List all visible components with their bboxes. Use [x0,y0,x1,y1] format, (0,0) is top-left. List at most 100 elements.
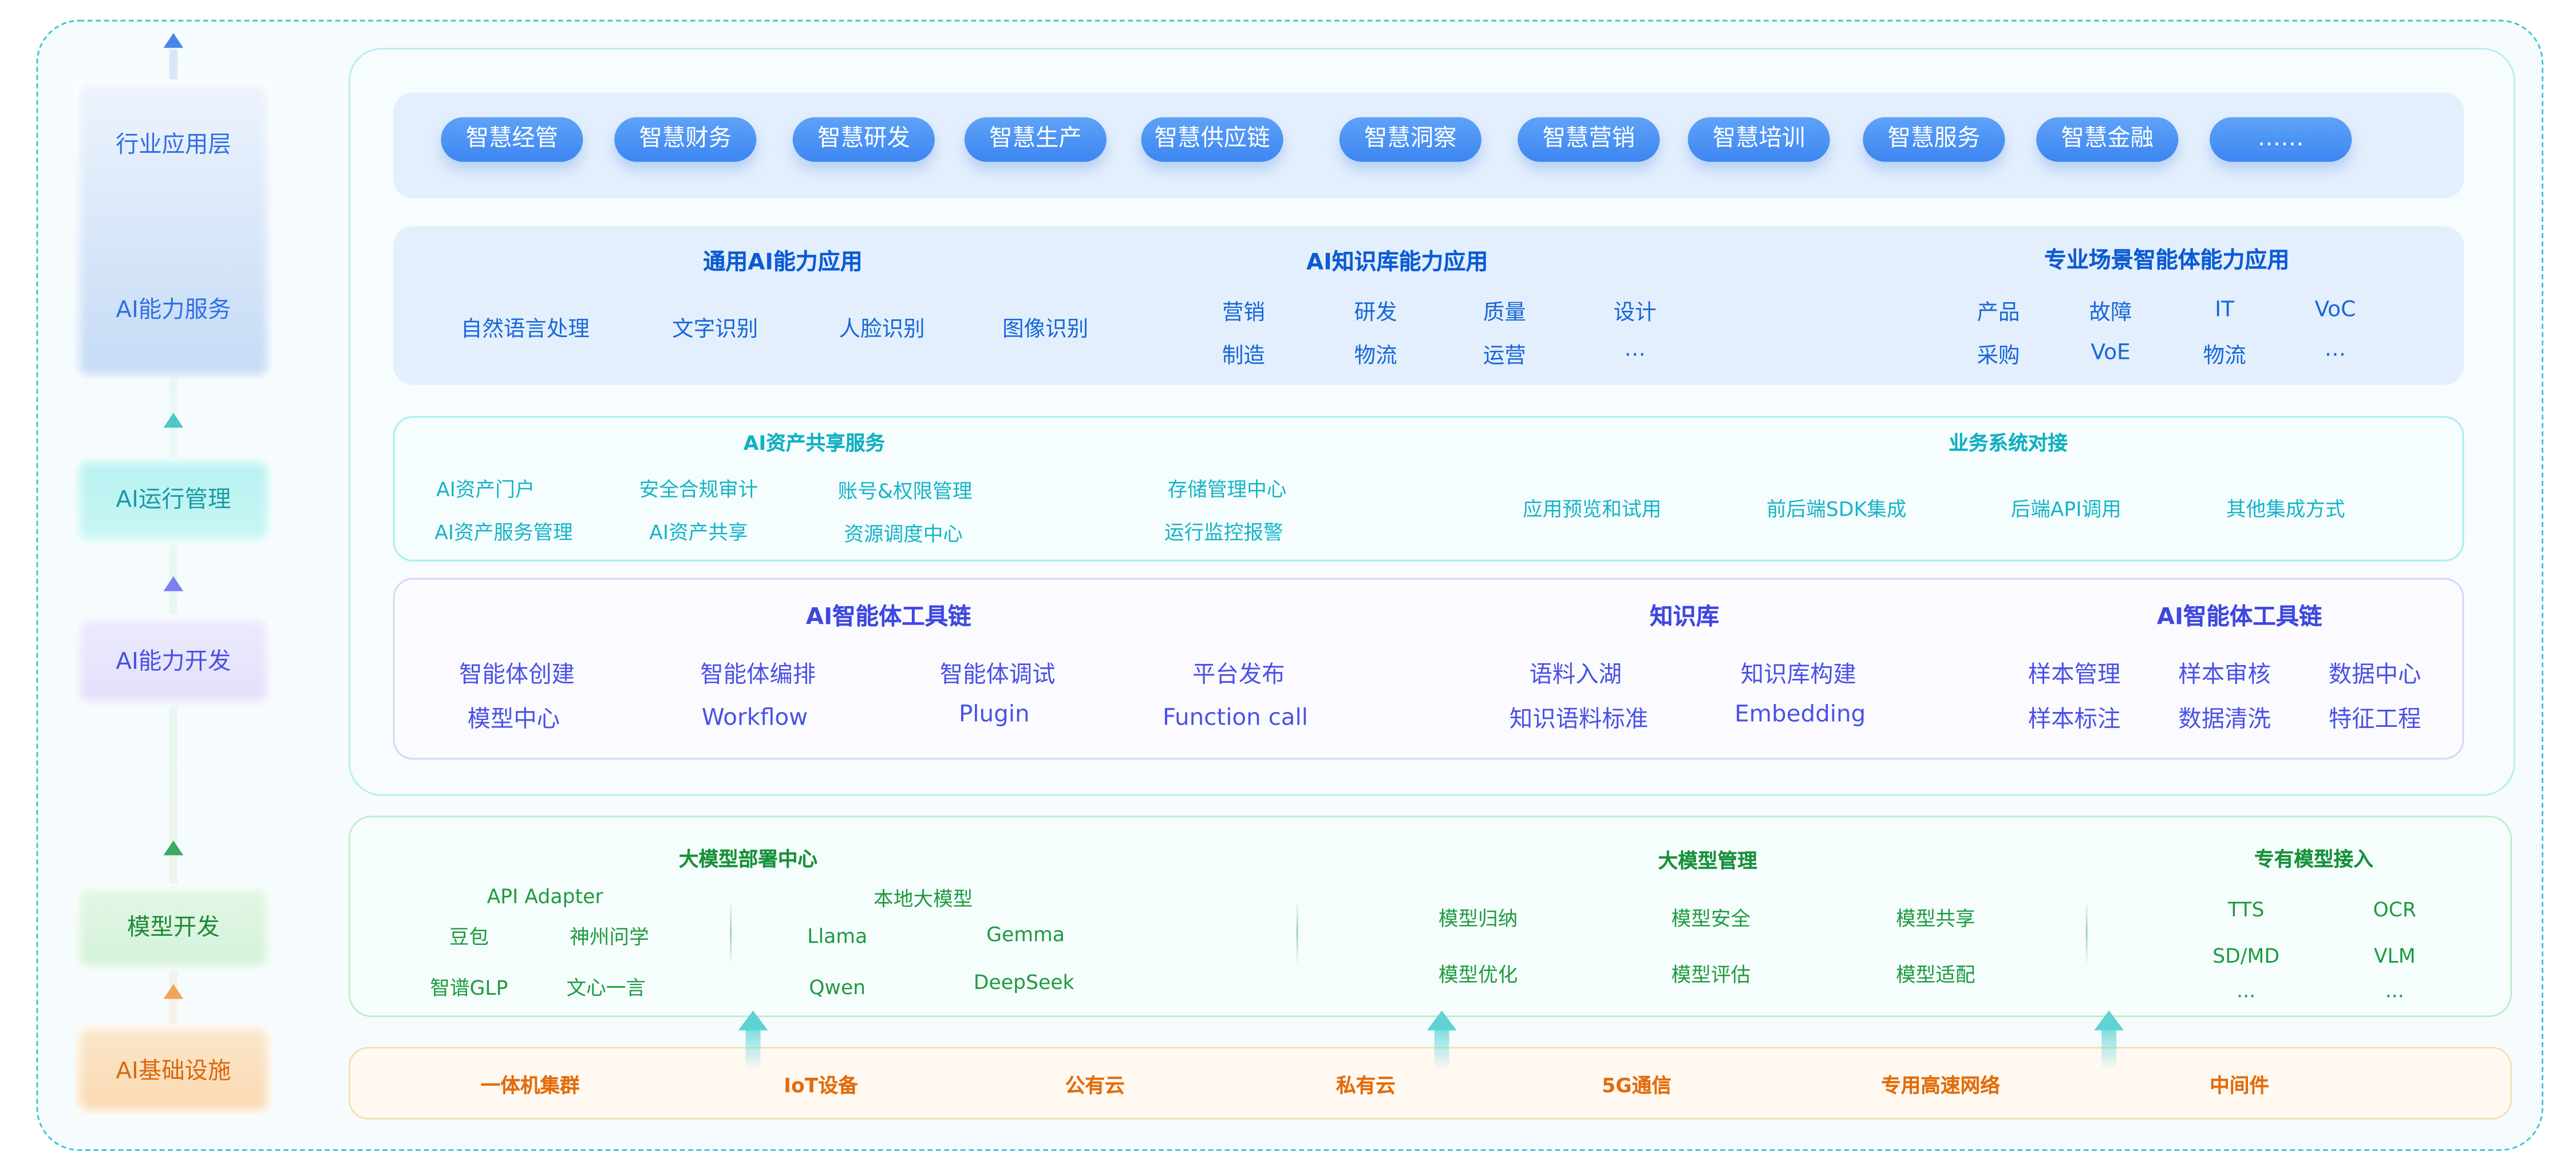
special-item: OCR [2373,898,2417,921]
app-pill[interactable]: 智慧研发 [792,117,935,162]
knowledge-item: … [1624,337,1646,363]
general-ai-item: 人脸识别 [839,318,925,343]
app-pill[interactable]: 智慧洞察 [1339,117,1481,162]
toolchain-item: 模型中心 [467,706,560,733]
layer-model-dev: 模型开发 [127,915,220,941]
special-item: VLM [2373,944,2416,968]
special-item: TTS [2227,898,2265,921]
kb-item: 语料入湖 [1529,662,1622,689]
layer-ai-dev: AI能力开发 [116,648,231,675]
app-pill[interactable]: 智慧服务 [1863,117,2005,162]
integration-title: 业务系统对接 [1949,432,2068,455]
divider [730,900,732,966]
toolchain-item: Plugin [958,702,1030,729]
layer-ai-service: AI能力服务 [116,297,231,324]
layer-box-model [74,883,273,971]
manage-item: 模型适配 [1895,963,1976,987]
app-pill[interactable]: 智慧生产 [964,117,1107,162]
special-item: ... [2385,979,2404,1003]
layer-box-infra [74,1023,273,1115]
special-model-title: 专有模型接入 [2254,848,2373,871]
arrow-up-icon [738,1010,768,1031]
arrow-up-icon [163,984,184,999]
asset-item: 安全合规审计 [639,478,758,501]
integration-item: 后端API调用 [2010,497,2121,521]
asset-item: 资源调度中心 [844,523,963,546]
app-pill-more[interactable]: …… [2210,117,2352,162]
kb-item: Embedding [1735,702,1866,729]
layer-box-dev [74,614,273,707]
layer-industry-app: 行业应用层 [115,132,231,159]
app-pill[interactable]: 智慧供应链 [1141,117,1283,162]
knowledge-base-title: 知识库 [1650,604,1720,631]
asset-item: 存储管理中心 [1167,478,1287,501]
local-model-item: DeepSeek [973,971,1074,994]
arrow-shaft [745,1027,761,1070]
model-manage-title: 大模型管理 [1658,849,1757,873]
asset-item: 运行监控报警 [1164,521,1283,544]
app-pill[interactable]: 智慧营销 [1518,117,1660,162]
local-model-item: Qwen [809,976,866,999]
arrow-up-icon [163,840,184,856]
asset-share-title: AI资产共享服务 [743,432,886,455]
app-pill[interactable]: 智慧财务 [614,117,757,162]
ai-capability-panel [393,226,2464,385]
data-item: 数据中心 [2328,662,2421,689]
integration-item: 前后端SDK集成 [1766,497,1907,521]
data-item: 样本标注 [2028,706,2121,733]
layer-ai-ops: AI运行管理 [116,487,231,514]
layer-ai-infra: AI基础设施 [116,1058,231,1085]
divider [2085,900,2088,966]
api-model-item: 智谱GLP [430,976,508,1000]
local-model-label: 本地大模型 [874,887,973,911]
deploy-center-title: 大模型部署中心 [678,848,818,871]
general-ai-item: 文字识别 [672,318,758,343]
general-ai-item: 自然语言处理 [460,318,590,343]
layer-box-application [74,79,273,380]
integration-item: 其他集成方式 [2226,497,2345,521]
scenario-item: … [2324,337,2346,363]
infra-item: 专用高速网络 [1880,1074,2000,1098]
integration-item: 应用预览和试用 [1522,497,1662,521]
infra-item: 一体机集群 [480,1074,580,1098]
asset-item: AI资产共享 [649,521,748,544]
scenario-item: VoC [2314,298,2356,323]
api-model-item: 文心一言 [566,976,646,1000]
knowledge-item: 设计 [1613,301,1657,326]
layer-box-ops [74,457,273,545]
toolchain-item: 平台发布 [1192,662,1285,689]
arrow-up-icon [163,33,184,48]
manage-item: 模型共享 [1895,907,1976,931]
divider [1296,900,1298,966]
infra-item: 5G通信 [1602,1074,1672,1098]
asset-item: AI资产门户 [436,478,535,501]
arrow-shaft [2101,1027,2117,1070]
dev-panel [393,577,2464,760]
asset-item: 账号&权限管理 [837,480,973,503]
app-pill[interactable]: 智慧金融 [2036,117,2179,162]
arrow-up-icon [163,413,184,428]
knowledge-ai-title: AI知识库能力应用 [1306,249,1488,276]
arrow-shaft [1434,1027,1449,1070]
scenario-item: 采购 [1977,344,2020,369]
local-model-item: Gemma [986,923,1065,947]
special-item: ... [2237,979,2256,1003]
kb-item: 知识语料标准 [1509,706,1649,733]
knowledge-item: 物流 [1354,344,1397,369]
toolchain-item: 智能体编排 [700,662,816,689]
agent-toolchain2-title: AI智能体工具链 [2156,604,2322,631]
general-ai-title: 通用AI能力应用 [703,249,863,276]
arrow-up-icon [1427,1010,1457,1031]
manage-item: 模型安全 [1671,907,1751,931]
toolchain-item: Function call [1162,705,1309,732]
data-item: 特征工程 [2328,706,2421,733]
toolchain-item: 智能体调试 [939,662,1056,689]
toolchain-item: 智能体创建 [459,662,575,689]
scenario-ai-title: 专业场景智能体能力应用 [2044,247,2290,274]
knowledge-item: 运营 [1483,344,1526,369]
infra-item: 中间件 [2210,1074,2270,1098]
app-pill[interactable]: 智慧培训 [1688,117,1830,162]
general-ai-item: 图像识别 [1002,318,1089,343]
app-pill[interactable]: 智慧经管 [441,117,583,162]
